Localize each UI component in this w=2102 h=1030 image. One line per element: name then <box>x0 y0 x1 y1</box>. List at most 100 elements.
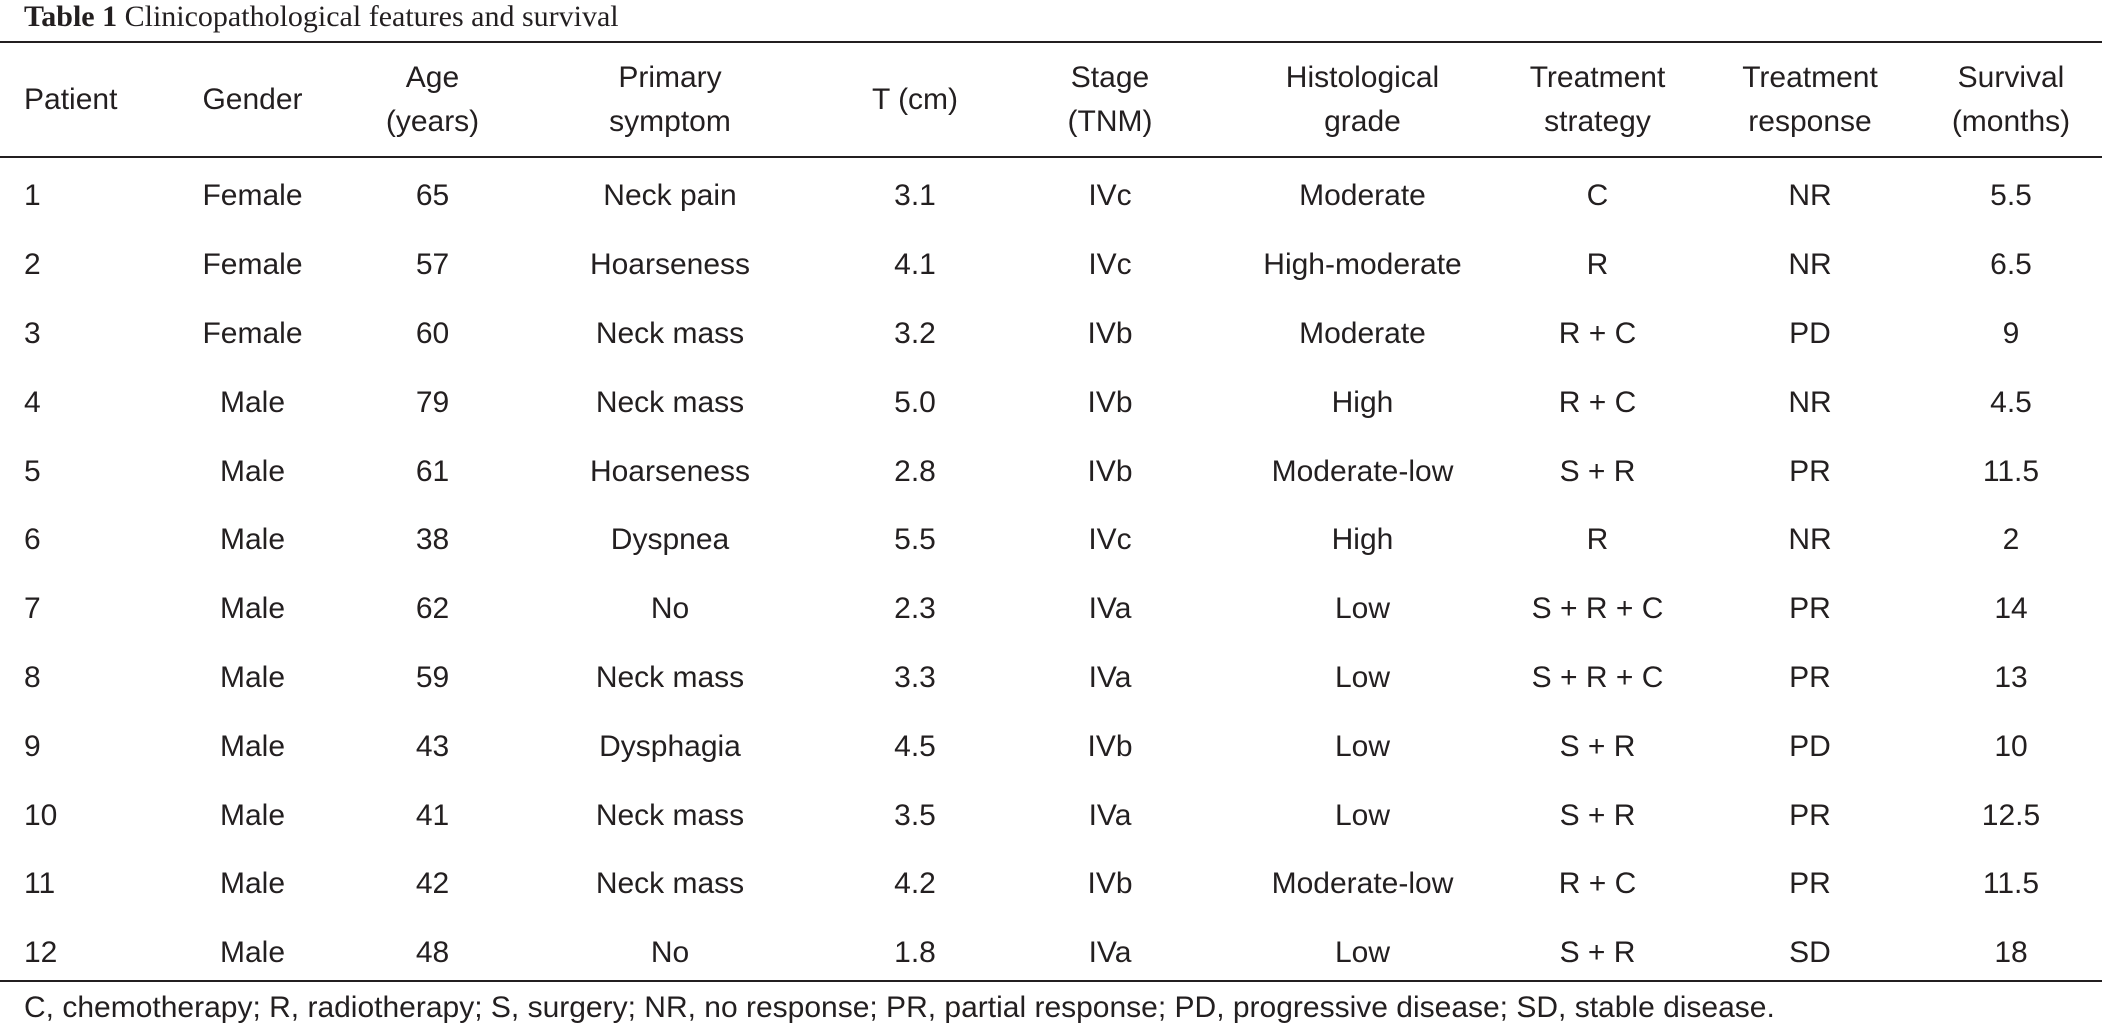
survival-cell: 14 <box>1994 592 2028 626</box>
response-cell: PR <box>1789 454 1831 488</box>
stage-cell: IVc <box>1088 523 1132 557</box>
age-cell: 60 <box>415 316 450 350</box>
symptom-cell: Neck mass <box>595 660 745 694</box>
tumor-size-cell: 4.5 <box>894 729 936 763</box>
patient-cell: 5 <box>24 454 41 488</box>
tumor-size-cell: 3.3 <box>894 660 936 694</box>
gender-cell: Male <box>219 936 286 970</box>
header-row: Patient Gender Age (years) Primary sympt… <box>0 43 2102 156</box>
tumor-size-cell: 4.2 <box>894 867 936 901</box>
tumor-size-cell: 3.5 <box>894 798 936 832</box>
strategy-cell: S + R + C <box>1531 592 1664 626</box>
data-table: Patient Gender Age (years) Primary sympt… <box>0 43 2102 988</box>
gender-cell: Male <box>219 798 286 832</box>
survival-cell: 4.5 <box>1990 385 2032 419</box>
stage-cell: IVa <box>1088 660 1132 694</box>
strategy-cell: S + R <box>1559 729 1636 763</box>
gender-cell: Male <box>219 660 286 694</box>
table-row: 5 Male 61 Hoarseness 2.8 IVb Moderate-low S + R… <box>0 437 2102 506</box>
stage-cell: IVa <box>1088 936 1132 970</box>
response-cell: PD <box>1789 316 1831 350</box>
symptom-cell: Hoarseness <box>589 454 751 488</box>
symptom-cell: Hoarseness <box>589 248 751 282</box>
age-cell: 48 <box>415 936 450 970</box>
age-cell: 57 <box>415 248 450 282</box>
column-header-tumor-size: T (cm) <box>871 82 959 116</box>
table-row: 11 Male 42 Neck mass 4.2 IVb Moderate-low R + C… <box>0 850 2102 919</box>
column-header-stage: Stage (TNM) <box>1067 60 1153 138</box>
strategy-cell: C <box>1586 179 1609 213</box>
symptom-cell: Neck mass <box>595 867 745 901</box>
grade-cell: Low <box>1334 936 1391 970</box>
stage-cell: IVb <box>1087 454 1133 488</box>
column-header-primary-symptom: Primary symptom <box>609 60 731 138</box>
bottom-rule <box>0 980 2102 982</box>
column-header-histological-grade: Histological grade <box>1285 60 1440 138</box>
response-cell: PR <box>1789 660 1831 694</box>
table-row: 1 Female 65 Neck pain 3.1 IVc Moderate C NR 5.5 <box>0 156 2102 231</box>
patient-cell: 9 <box>24 729 41 763</box>
survival-cell: 6.5 <box>1990 248 2032 282</box>
response-cell: PR <box>1789 798 1831 832</box>
table-footnote: C, chemotherapy; R, radiotherapy; S, sur… <box>24 991 1775 1024</box>
symptom-cell: Neck mass <box>595 316 745 350</box>
column-header-age: Age (years) <box>385 60 480 138</box>
stage-cell: IVb <box>1087 385 1133 419</box>
grade-cell: Moderate-low <box>1271 454 1454 488</box>
response-cell: SD <box>1789 936 1831 970</box>
grade-cell: Moderate <box>1299 316 1426 350</box>
patient-cell: 6 <box>24 523 41 557</box>
table-row: 4 Male 79 Neck mass 5.0 IVb High R + C NR 4.5 <box>0 368 2102 437</box>
strategy-cell: S + R + C <box>1531 660 1664 694</box>
stage-cell: IVb <box>1087 867 1133 901</box>
survival-cell: 10 <box>1994 729 2028 763</box>
survival-cell: 11.5 <box>1982 867 2040 901</box>
age-cell: 62 <box>415 592 450 626</box>
patient-cell: 2 <box>24 248 41 282</box>
symptom-cell: Dyspnea <box>610 523 730 557</box>
survival-cell: 13 <box>1994 660 2028 694</box>
strategy-cell: R <box>1586 523 1609 557</box>
table-row: 9 Male 43 Dysphagia 4.5 IVb Low S + R PD 10 <box>0 712 2102 781</box>
age-cell: 41 <box>415 798 450 832</box>
grade-cell: High <box>1331 523 1394 557</box>
response-cell: NR <box>1788 179 1832 213</box>
strategy-cell: R + C <box>1558 316 1637 350</box>
response-cell: NR <box>1788 385 1832 419</box>
symptom-cell: Neck mass <box>595 798 745 832</box>
response-cell: PR <box>1789 867 1831 901</box>
stage-cell: IVb <box>1087 316 1133 350</box>
strategy-cell: R <box>1586 248 1609 282</box>
tumor-size-cell: 2.3 <box>894 592 936 626</box>
patient-cell: 3 <box>24 316 41 350</box>
tumor-size-cell: 2.8 <box>894 454 936 488</box>
table-row: 2 Female 57 Hoarseness 4.1 IVc High-moderate R N… <box>0 231 2102 300</box>
symptom-cell: No <box>650 592 690 626</box>
age-cell: 79 <box>415 385 450 419</box>
age-cell: 59 <box>415 660 450 694</box>
grade-cell: High-moderate <box>1263 248 1462 282</box>
column-header-gender: Gender <box>202 82 303 116</box>
gender-cell: Male <box>219 729 286 763</box>
patient-cell: 8 <box>24 660 41 694</box>
grade-cell: Low <box>1334 729 1391 763</box>
strategy-cell: R + C <box>1558 867 1637 901</box>
tumor-size-cell: 3.1 <box>894 179 936 213</box>
column-header-patient: Patient <box>24 82 118 116</box>
gender-cell: Male <box>219 385 286 419</box>
survival-cell: 11.5 <box>1982 454 2040 488</box>
column-header-survival: Survival (months) <box>1951 60 2071 138</box>
symptom-cell: Neck mass <box>595 385 745 419</box>
strategy-cell: S + R <box>1559 936 1636 970</box>
stage-cell: IVc <box>1088 179 1132 213</box>
tumor-size-cell: 1.8 <box>894 936 936 970</box>
stage-cell: IVb <box>1087 729 1133 763</box>
patient-cell: 10 <box>24 798 58 832</box>
table-header: Patient Gender Age (years) Primary sympt… <box>0 43 2102 156</box>
caption-text: Clinicopathological features and surviva… <box>124 0 619 33</box>
gender-cell: Male <box>219 867 286 901</box>
survival-cell: 5.5 <box>1990 179 2032 213</box>
table-body: 1 Female 65 Neck pain 3.1 IVc Moderate C NR 5.5 2 F… <box>0 156 2102 988</box>
tumor-size-cell: 5.5 <box>894 523 936 557</box>
table-row: 12 Male 48 No 1.8 IVa Low S + R SD 18 <box>0 919 2102 988</box>
